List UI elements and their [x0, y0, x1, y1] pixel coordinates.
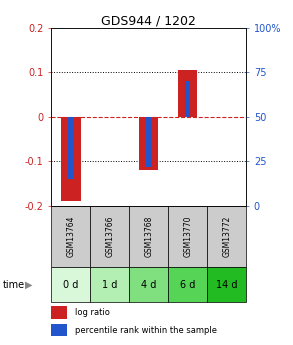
- Bar: [129, 267, 168, 303]
- Title: GDS944 / 1202: GDS944 / 1202: [101, 14, 196, 28]
- Bar: [61, 117, 81, 201]
- Text: GSM13768: GSM13768: [144, 216, 153, 257]
- Text: 6 d: 6 d: [180, 280, 195, 290]
- Bar: [51, 206, 90, 267]
- Bar: [68, 117, 73, 179]
- Bar: [139, 117, 159, 170]
- Text: ▶: ▶: [25, 280, 33, 290]
- Text: 14 d: 14 d: [216, 280, 237, 290]
- Text: percentile rank within the sample: percentile rank within the sample: [75, 326, 217, 335]
- Bar: [146, 117, 151, 167]
- Bar: [207, 206, 246, 267]
- Bar: [207, 267, 246, 303]
- Bar: [178, 70, 197, 117]
- Text: GSM13770: GSM13770: [183, 216, 192, 257]
- Text: time: time: [3, 280, 25, 290]
- Text: GSM13766: GSM13766: [105, 216, 114, 257]
- Bar: [168, 206, 207, 267]
- Bar: [90, 267, 129, 303]
- Bar: [51, 324, 67, 336]
- Text: GSM13772: GSM13772: [222, 216, 231, 257]
- Text: 1 d: 1 d: [102, 280, 117, 290]
- Text: 4 d: 4 d: [141, 280, 156, 290]
- Bar: [51, 267, 90, 303]
- Bar: [129, 206, 168, 267]
- Text: 0 d: 0 d: [63, 280, 79, 290]
- Bar: [90, 206, 129, 267]
- Text: GSM13764: GSM13764: [66, 216, 75, 257]
- Bar: [185, 81, 190, 117]
- Text: log ratio: log ratio: [75, 308, 110, 317]
- Bar: [51, 306, 67, 318]
- Bar: [168, 267, 207, 303]
